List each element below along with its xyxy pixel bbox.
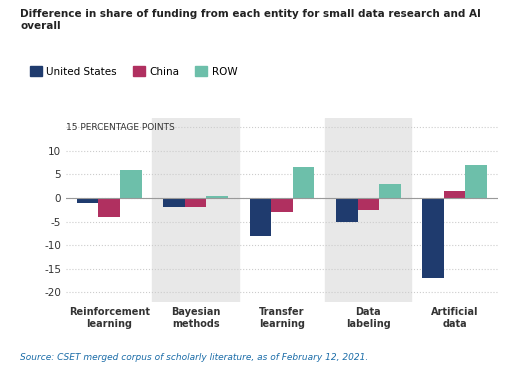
- Bar: [99, 198, 120, 217]
- Bar: [465, 165, 487, 198]
- Bar: [271, 198, 293, 212]
- Bar: [152, 118, 239, 302]
- Bar: [120, 170, 142, 198]
- Legend: United States, China, ROW: United States, China, ROW: [25, 62, 241, 81]
- Bar: [163, 198, 185, 208]
- Text: Source: CSET merged corpus of scholarly literature, as of February 12, 2021.: Source: CSET merged corpus of scholarly …: [20, 354, 369, 362]
- Bar: [444, 191, 465, 198]
- Bar: [206, 196, 228, 198]
- Bar: [379, 184, 401, 198]
- Bar: [325, 118, 411, 302]
- Bar: [77, 198, 99, 203]
- Text: 15 PERCENTAGE POINTS: 15 PERCENTAGE POINTS: [66, 123, 175, 132]
- Bar: [185, 198, 206, 208]
- Text: Difference in share of funding from each entity for small data research and AI o: Difference in share of funding from each…: [20, 9, 481, 31]
- Bar: [422, 198, 444, 278]
- Bar: [249, 198, 271, 236]
- Bar: [293, 167, 314, 198]
- Bar: [358, 198, 379, 210]
- Bar: [336, 198, 358, 222]
